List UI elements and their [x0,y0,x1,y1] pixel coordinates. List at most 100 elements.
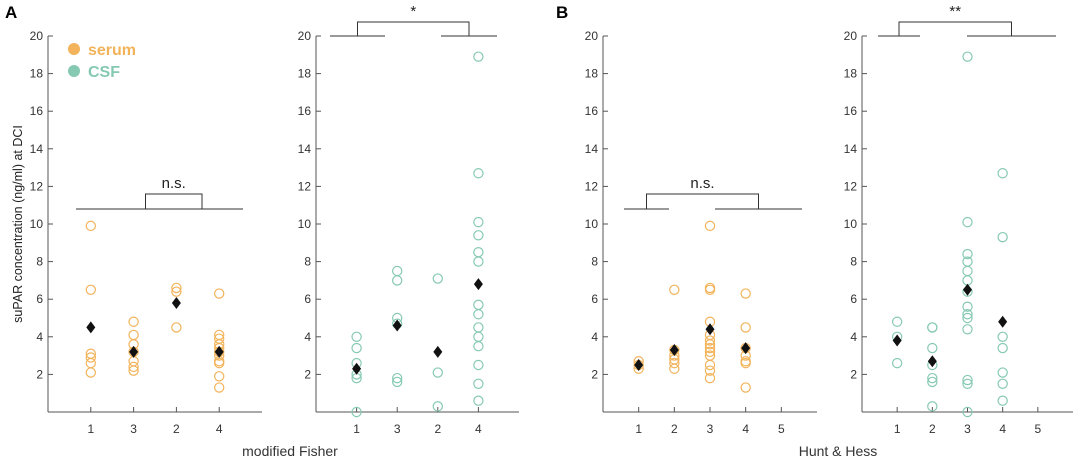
data-point-csf [474,396,483,405]
mean-marker [474,278,483,290]
data-point-csf [352,332,361,341]
y-tick-label: 16 [844,104,858,118]
data-point-serum [670,285,679,294]
data-point-serum [86,285,95,294]
mean-marker [352,363,361,375]
data-point-serum [129,330,138,339]
y-tick-label: 14 [844,142,858,156]
data-point-csf [352,343,361,352]
data-point-csf [474,300,483,309]
x-tick-label: 1 [87,422,94,436]
x-tick-label: 3 [964,422,971,436]
y-tick-label: 20 [585,29,599,43]
y-tick-label: 4 [36,330,43,344]
x-tick-label: 4 [999,422,1006,436]
data-point-csf [474,332,483,341]
y-tick-label: 4 [591,330,598,344]
y-tick-label: 20 [298,29,312,43]
x-tick-label: 2 [173,422,180,436]
significance-bracket: ** [878,3,1056,36]
significance-label: n.s. [690,175,714,192]
y-tick-label: 8 [591,255,598,269]
significance-label: ** [949,3,961,20]
data-point-csf [474,169,483,178]
data-point-csf [928,343,937,352]
data-point-csf [998,343,1007,352]
data-point-csf [963,266,972,275]
plot-B-serum: 24681012141618201 2 3 4 5n.s. [585,29,817,436]
data-point-csf [893,317,902,326]
x-tick-label: 3 [394,422,401,436]
data-point-serum [86,368,95,377]
y-tick-label: 16 [585,104,599,118]
y-tick-label: 12 [298,179,312,193]
y-tick-label: 12 [844,179,858,193]
data-point-csf [433,274,442,283]
y-tick-label: 10 [585,217,599,231]
x-tick-label: 2 [671,422,678,436]
legend: serum CSF [68,42,136,81]
y-tick-label: 18 [844,67,858,81]
y-tick-label: 6 [850,292,857,306]
bracket-line [358,22,470,36]
x-tick-label: 4 [475,422,482,436]
significance-label: * [410,3,416,20]
y-tick-label: 20 [844,29,858,43]
y-axis-title-group: suPAR concentration (ng/ml) at DCI [11,125,25,323]
x-tick-label: 1 [353,422,360,436]
y-tick-label: 2 [304,367,311,381]
x-axis-titles: modified Fisher Hunt & Hess [242,443,877,459]
data-point-serum [215,372,224,381]
x-tick-label: 1 [894,422,901,436]
significance-bracket: n.s. [624,175,802,209]
data-point-serum [670,364,679,373]
data-point-csf [963,52,972,61]
y-tick-label: 6 [591,292,598,306]
x-tick-label: 4 [216,422,223,436]
data-point-csf [474,323,483,332]
data-point-serum [215,289,224,298]
x-tick-label: 3 [130,422,137,436]
y-tick-label: 16 [30,104,44,118]
mean-marker [670,344,679,356]
panel-letter-B: B [556,3,568,22]
y-tick-label: 14 [585,142,599,156]
data-point-csf [474,231,483,240]
data-point-csf [474,310,483,319]
x-axis-title: modified Fisher [242,443,338,459]
panel-letters: AB [5,3,568,22]
y-tick-label: 2 [850,367,857,381]
x-tick-label: 2 [434,422,441,436]
legend-entry-serum: serum [68,42,136,59]
significance-bracket: n.s. [76,175,243,209]
data-point-csf [474,248,483,257]
significance-label: n.s. [162,175,186,192]
y-tick-label: 16 [298,104,312,118]
x-tick-label: 1 [635,422,642,436]
legend-entry-csf: CSF [68,64,120,81]
data-point-csf [998,379,1007,388]
x-tick-label: 5 [1034,422,1041,436]
legend-marker [68,43,80,55]
y-tick-label: 4 [304,330,311,344]
data-point-csf [474,342,483,351]
data-point-serum [705,221,714,230]
data-point-csf [998,169,1007,178]
y-tick-label: 18 [585,67,599,81]
data-point-csf [474,379,483,388]
x-tick-label: 4 [742,422,749,436]
data-point-serum [172,323,181,332]
y-tick-label: 6 [304,292,311,306]
data-point-serum [86,359,95,368]
y-tick-label: 10 [30,217,44,231]
legend-label: serum [88,42,136,59]
data-point-serum [86,221,95,230]
x-axis-title: Hunt & Hess [799,443,878,459]
y-tick-label: 8 [36,255,43,269]
data-point-csf [998,332,1007,341]
y-tick-label: 14 [30,142,44,156]
y-tick-label: 14 [298,142,312,156]
data-point-csf [963,276,972,285]
data-point-csf [893,359,902,368]
